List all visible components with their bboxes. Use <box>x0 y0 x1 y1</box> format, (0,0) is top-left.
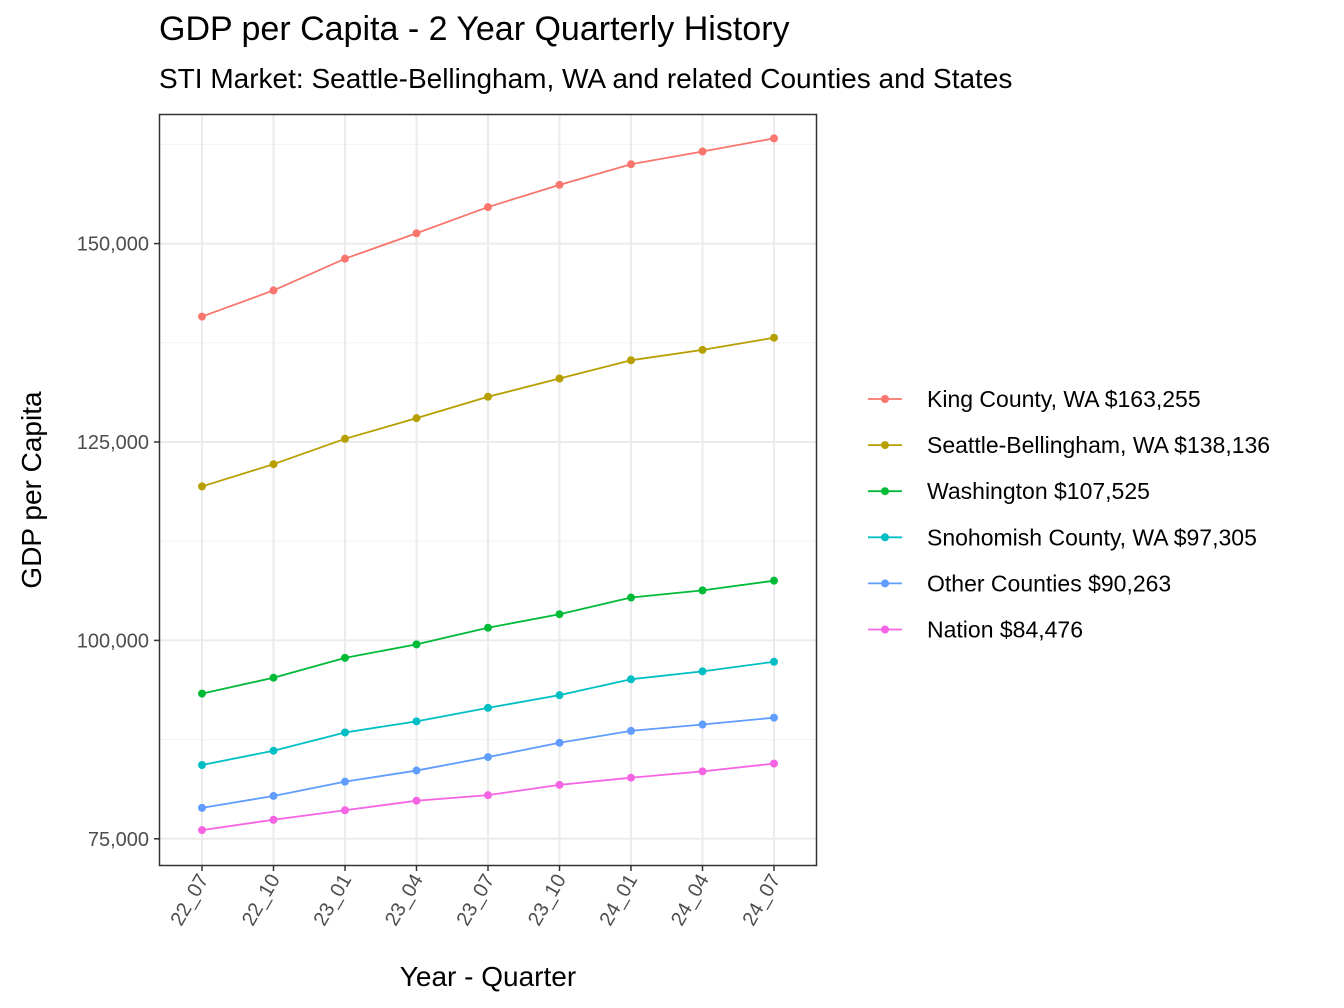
legend-key-point <box>881 533 889 542</box>
legend-key-point <box>881 625 889 634</box>
data-point <box>341 777 349 786</box>
data-point <box>555 610 564 619</box>
legend-key-point <box>881 395 889 403</box>
data-point <box>627 726 635 735</box>
data-point <box>698 586 707 595</box>
x-tick-label: 24_01 <box>595 871 642 930</box>
data-point <box>698 767 707 776</box>
x-tick-label: 22_07 <box>166 871 213 930</box>
data-point <box>698 720 707 729</box>
x-tick-label: 22_10 <box>238 871 285 930</box>
legend-item: Other Counties $90,263 <box>868 570 1171 596</box>
data-point <box>269 791 278 800</box>
x-axis-ticks: 22_07 22_10 23_01 23_04 23_07 23_10 24_01 24_04… <box>166 865 785 930</box>
data-point <box>484 203 492 212</box>
x-tick-label: 23_04 <box>381 871 428 930</box>
data-point <box>555 374 564 383</box>
data-point <box>770 333 778 342</box>
x-tick-label: 24_04 <box>667 871 714 930</box>
data-point <box>198 803 206 812</box>
grid-lines <box>160 115 816 865</box>
data-point <box>412 414 421 423</box>
data-point <box>412 796 421 805</box>
data-point <box>341 434 349 443</box>
x-tick-label: 23_07 <box>452 871 499 930</box>
data-point <box>269 286 278 295</box>
y-tick-label: 75,000 <box>88 829 149 851</box>
chart-title: GDP per Capita - 2 Year Quarterly Histor… <box>159 10 790 48</box>
series-lines <box>198 134 778 835</box>
data-point <box>269 746 278 755</box>
y-tick-label: 125,000 <box>77 432 149 454</box>
data-point <box>627 160 635 169</box>
x-axis-label: Year - Quarter <box>400 961 576 992</box>
legend-label: King County, WA $163,255 <box>927 386 1201 412</box>
y-axis-label: GDP per Capita <box>16 391 47 589</box>
data-point <box>484 753 492 762</box>
data-point <box>341 254 349 263</box>
x-tick-label: 23_10 <box>524 871 571 930</box>
data-point <box>627 773 635 782</box>
legend-key-point <box>881 441 889 450</box>
data-point <box>627 356 635 365</box>
legend-item: Seattle-Bellingham, WA $138,136 <box>868 432 1270 458</box>
data-point <box>198 689 206 698</box>
data-point <box>269 460 278 469</box>
data-point <box>555 780 564 789</box>
data-point <box>627 675 635 684</box>
data-point <box>412 766 421 775</box>
data-point <box>484 623 492 632</box>
data-point <box>484 791 492 800</box>
data-point <box>770 713 778 722</box>
data-point <box>698 667 707 676</box>
data-point <box>484 703 492 712</box>
data-point <box>269 815 278 824</box>
legend-key-point <box>881 579 889 588</box>
data-point <box>555 180 564 189</box>
x-tick-label: 23_01 <box>309 871 356 930</box>
legend-label: Snohomish County, WA $97,305 <box>927 524 1257 550</box>
y-tick-label: 150,000 <box>77 234 149 256</box>
data-point <box>698 147 707 156</box>
legend-item: Nation $84,476 <box>868 617 1083 643</box>
legend-key-point <box>881 487 889 496</box>
legend: King County, WA $163,255 Seattle-Bellingh… <box>868 386 1270 643</box>
x-tick-label: 24_07 <box>738 871 785 930</box>
data-point <box>412 229 421 238</box>
data-point <box>198 761 206 769</box>
data-point <box>770 657 778 666</box>
data-point <box>555 738 564 747</box>
data-point <box>770 759 778 768</box>
legend-label: Washington $107,525 <box>927 478 1150 504</box>
data-point <box>341 653 349 662</box>
data-point <box>269 673 278 682</box>
data-point <box>770 134 778 143</box>
data-point <box>198 482 206 491</box>
data-point <box>341 806 349 815</box>
legend-label: Seattle-Bellingham, WA $138,136 <box>927 432 1270 458</box>
legend-label: Other Counties $90,263 <box>927 570 1171 596</box>
data-point <box>412 717 421 726</box>
data-point <box>341 728 349 737</box>
legend-item: Washington $107,525 <box>868 478 1150 504</box>
data-point <box>770 576 778 585</box>
legend-item: Snohomish County, WA $97,305 <box>868 524 1257 550</box>
data-point <box>198 826 206 835</box>
data-point <box>698 345 707 354</box>
chart-subtitle: STI Market: Seattle-Bellingham, WA and r… <box>159 63 1013 94</box>
data-point <box>555 691 564 700</box>
y-tick-label: 100,000 <box>77 630 149 652</box>
data-point <box>412 640 421 649</box>
data-point <box>484 392 492 401</box>
legend-item: King County, WA $163,255 <box>868 386 1201 412</box>
legend-label: Nation $84,476 <box>927 617 1083 643</box>
data-point <box>198 312 206 321</box>
y-axis-ticks: 75,000 100,000 125,000 150,000 <box>77 234 160 851</box>
data-point <box>627 593 635 602</box>
